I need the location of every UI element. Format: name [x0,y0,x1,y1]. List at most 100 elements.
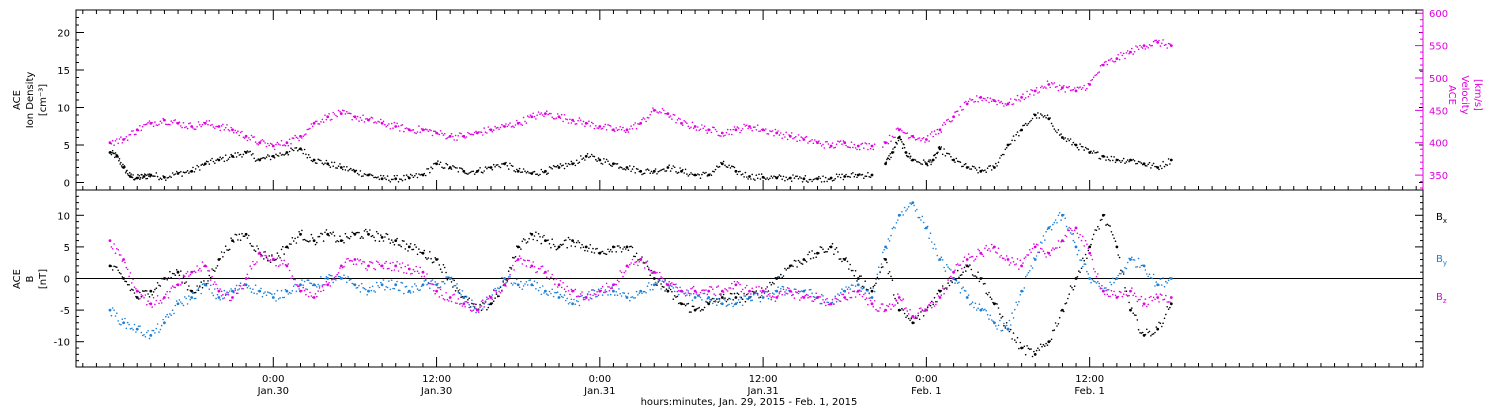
velocity-point [167,123,170,126]
density-point [518,167,521,170]
by-point [837,293,839,295]
bz-point [518,255,521,257]
bz-point [147,300,149,302]
by-point [627,292,630,295]
bz-point [780,290,782,293]
by-point [620,295,623,297]
density-point [1001,153,1004,156]
velocity-point [237,130,239,132]
density-point [268,155,271,157]
velocity-point [124,138,126,140]
density-point [665,170,668,172]
by-point [843,289,847,293]
velocity-point [593,127,596,130]
density-point [814,178,816,180]
density-point [926,164,929,167]
bz-point [337,272,340,274]
bx-point [833,253,835,255]
by-point [771,292,774,294]
bx-point [129,289,132,292]
bz-point [265,255,268,257]
velocity-point [625,128,629,132]
velocity-point [782,133,785,136]
by-point [780,288,782,290]
density-point [573,162,575,164]
density-point [999,157,1001,159]
by-point [986,314,989,316]
bz-point [724,288,726,290]
density-point [214,162,216,164]
bx-point [958,276,960,279]
velocity-point [1106,63,1109,66]
by-point [769,292,771,295]
by-point [333,278,336,281]
bz-point [189,273,192,276]
bx-point [1124,287,1126,289]
density-point [458,167,461,169]
velocity-point [386,124,389,127]
by-point [384,289,386,291]
bz-point [414,270,416,273]
density-point [113,152,115,155]
density-point [750,178,752,180]
density-point [284,153,287,155]
density-point [807,181,809,183]
velocity-point [596,127,598,129]
density-point [886,158,888,161]
bz-point [822,299,824,301]
bz-point [984,247,986,249]
bz-point [733,280,736,283]
velocity-point [858,148,861,151]
bz-point [717,285,719,287]
bz-point [661,277,664,280]
density-point [277,155,280,157]
velocity-point [396,122,398,125]
bx-point [1023,345,1026,348]
by-point [600,287,602,290]
density-point [194,168,197,170]
density-point [948,153,951,155]
velocity-point [622,126,624,129]
bx-point [201,286,204,289]
x-tick-date-label: Jan.31 [583,386,615,397]
by-point [1158,284,1160,286]
by-point [595,296,597,298]
bx-point [269,261,272,264]
density-point [1135,162,1137,165]
density-point [279,152,281,154]
bz-point [318,287,321,289]
by-point [943,266,945,269]
velocity-point [362,114,364,117]
density-point [958,160,960,163]
bx-point [941,285,944,287]
density-point [175,170,178,173]
velocity-point [705,129,707,132]
velocity-point [1117,54,1119,56]
bz-point [909,309,911,311]
density-point [454,166,457,169]
bz-point [565,290,567,293]
bz-point [619,270,621,272]
density-point [418,173,420,175]
bz-point [1052,247,1054,249]
velocity-point [853,143,856,146]
by-point [310,282,313,285]
bx-point [328,234,330,237]
bz-point [755,286,758,288]
bz-point [226,291,228,293]
by-point [135,331,137,333]
velocity-point [235,131,238,134]
bz-point [122,258,125,261]
density-point [799,176,801,178]
density-point [492,163,495,166]
velocity-point [872,148,875,151]
velocity-point [706,132,709,134]
by-point [502,279,505,282]
velocity-point [618,128,620,131]
velocity-point [184,126,186,129]
bz-point [656,271,658,274]
bz-point [639,258,643,261]
bz-point [445,292,447,294]
bx-point [1019,341,1022,344]
by-point [1074,245,1078,249]
